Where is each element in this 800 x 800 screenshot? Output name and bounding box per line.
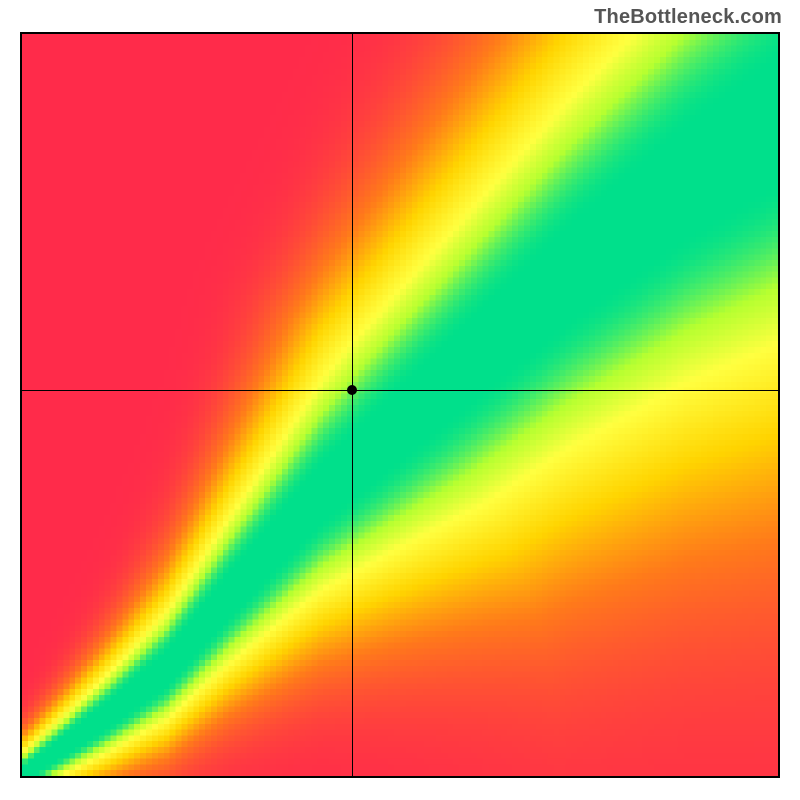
watermark-text: TheBottleneck.com: [594, 6, 782, 29]
heatmap-canvas: [22, 34, 778, 776]
heatmap-plot: [20, 32, 780, 778]
chart-container: TheBottleneck.com: [0, 0, 800, 800]
